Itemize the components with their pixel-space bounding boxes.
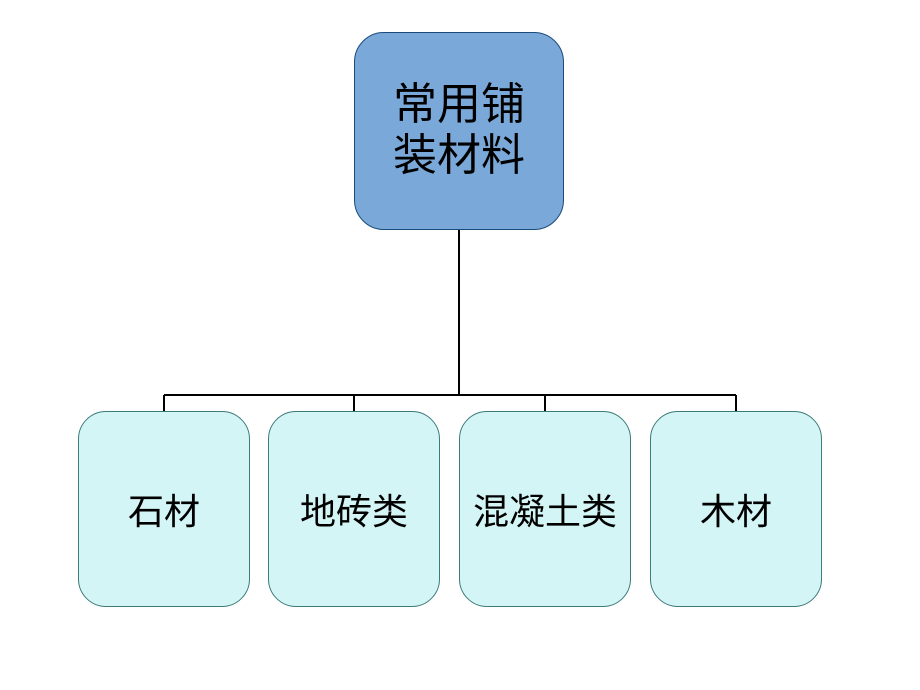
root-node-label: 常用铺装材料 <box>393 80 525 181</box>
child-node-label: 地砖类 <box>300 483 408 535</box>
child-node-0: 石材 <box>78 411 250 607</box>
child-node-label: 石材 <box>128 483 200 535</box>
child-node-1: 地砖类 <box>268 411 440 607</box>
child-node-2: 混凝土类 <box>459 411 631 607</box>
child-node-3: 木材 <box>650 411 822 607</box>
root-node: 常用铺装材料 <box>354 32 564 230</box>
child-node-label: 木材 <box>700 483 772 535</box>
child-node-label: 混凝土类 <box>473 483 617 535</box>
